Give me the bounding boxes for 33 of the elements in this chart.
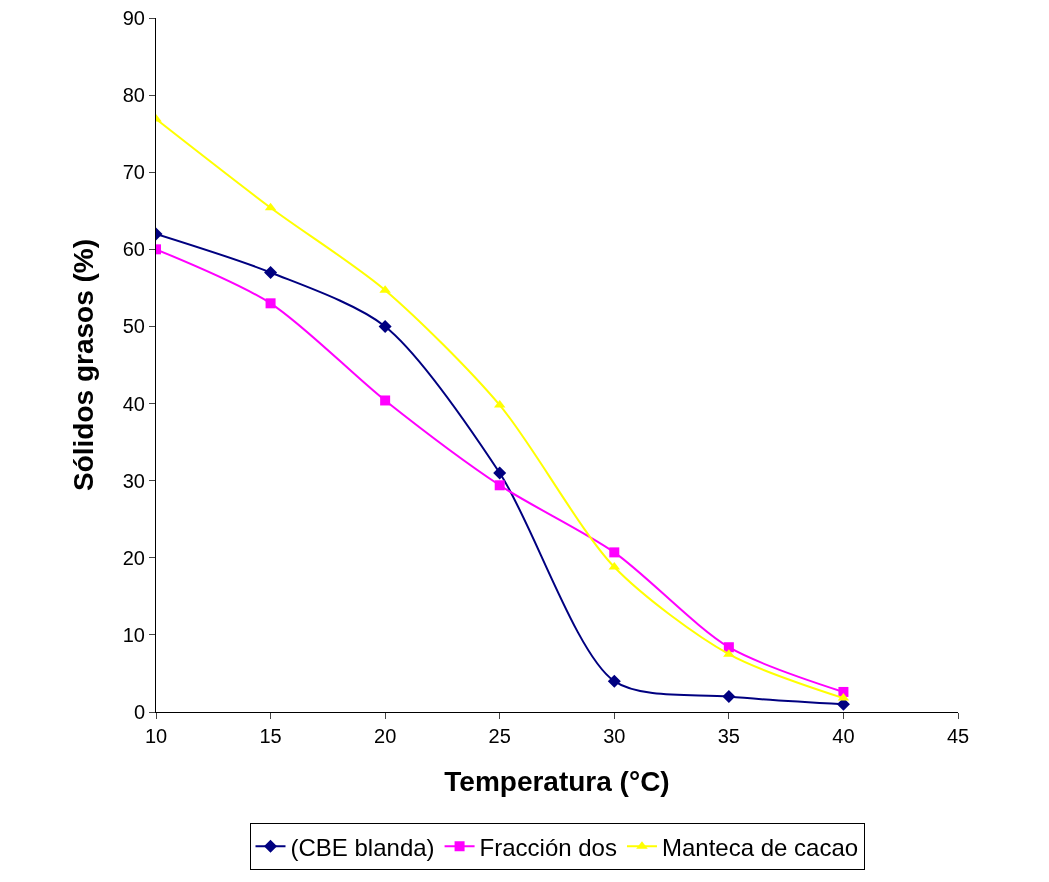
y-tick-label: 10 [122, 623, 145, 646]
point [609, 547, 620, 558]
y-tick-label: 30 [122, 469, 145, 492]
y-tick-label: 50 [122, 315, 145, 338]
y-tick-label: 20 [122, 546, 145, 569]
y-tick-label: 90 [122, 7, 145, 29]
x-tick-label: 15 [259, 725, 282, 747]
y-tick-label: 70 [122, 161, 145, 184]
point [722, 690, 736, 704]
y-tick-label: 40 [122, 392, 145, 415]
point [265, 298, 276, 309]
point [378, 319, 392, 333]
point [723, 642, 734, 653]
point [380, 395, 391, 406]
y-tick-label: 60 [122, 238, 145, 261]
y-tick-label: 80 [122, 84, 145, 107]
legend-label: Fracción dos [479, 833, 617, 861]
x-tick-label: 40 [832, 725, 855, 747]
x-tick-label: 35 [717, 725, 740, 747]
x-tick-label: 25 [488, 725, 511, 747]
x-tick-label: 20 [374, 725, 397, 747]
x-tick-label: 30 [603, 725, 626, 747]
legend-label: Manteca de cacao [661, 833, 859, 861]
x-tick-label: 10 [144, 725, 168, 747]
x-tick-label: 45 [946, 725, 970, 747]
point [264, 265, 278, 279]
x-axis-title: Temperatura (°C) [444, 766, 670, 798]
y-axis-title: Sólidos grasos (%) [68, 238, 100, 492]
point [493, 466, 507, 480]
point [607, 674, 621, 688]
point [494, 480, 505, 491]
legend-label: (CBE blanda) [290, 833, 435, 861]
y-tick-label: 0 [133, 701, 145, 723]
